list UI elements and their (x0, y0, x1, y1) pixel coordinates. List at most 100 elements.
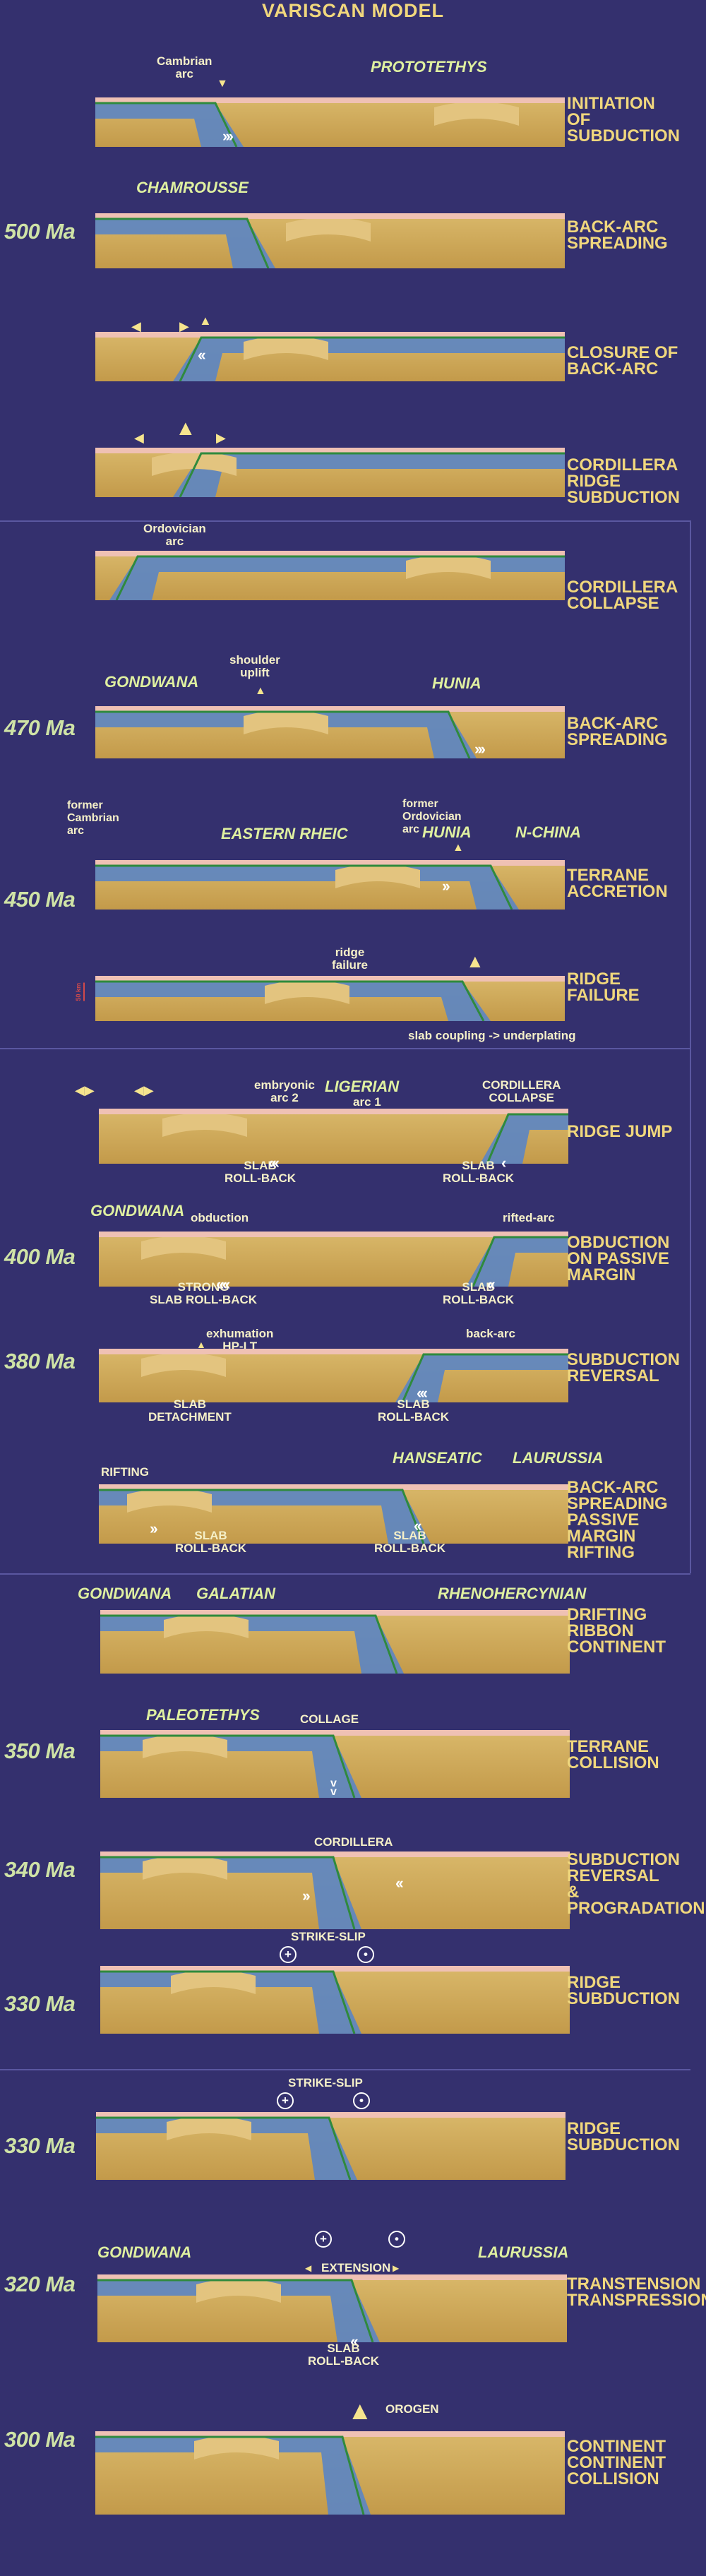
label-orogen: OROGEN (385, 2402, 439, 2416)
stage-label: OBDUCTION ON PASSIVE MARGIN (567, 1233, 670, 1284)
crust-layer (100, 1966, 570, 1972)
label-chamrousse: CHAMROUSSE (136, 179, 249, 196)
label-embryonic-arc-2: embryonic arc 2 (254, 1078, 315, 1104)
strike-slip-out-icon: • (388, 2231, 405, 2248)
chevrons-right-icon: ›› (150, 1520, 158, 1537)
diagram-title: VARISCAN MODEL (261, 0, 444, 21)
age-label: 340 Ma (4, 1857, 76, 1882)
label-slab-roll-back: SLAB ROLL-BACK (443, 1280, 515, 1306)
subducting-slab (395, 1354, 568, 1402)
arrow-up-icon: ▲ (175, 417, 196, 440)
age-label: 470 Ma (4, 715, 76, 740)
spreading-ridge (162, 1113, 247, 1137)
era-divider (0, 520, 690, 522)
spreading-ridge (335, 864, 420, 888)
chevrons-right-icon: ››› (474, 740, 486, 758)
panel-drifting-ribbon-continent: GONDWANA GALATIAN RHENOHERCYNIAN DRIFTIN… (0, 1575, 706, 1702)
arrow-left-icon: ◀ (305, 2263, 312, 2273)
arrow-double-icon: ◀▶ (134, 1083, 154, 1097)
chevrons-down-left-icon: ‹‹ (395, 1874, 404, 1892)
label-former-cambrian-arc: former Cambrian arc (67, 799, 119, 837)
label-hunia: HUNIA (432, 674, 481, 692)
plate-boundary-line (179, 336, 565, 381)
chevrons-right-icon: ››› (222, 127, 234, 145)
subducting-slab (173, 453, 565, 497)
label-slab-roll-back: SLAB ROLL-BACK (378, 1397, 450, 1424)
panel-back-arc-spreading: 500 Ma CHAMROUSSE BACK-ARC SPREADING (0, 162, 706, 304)
stage-label: RIDGE FAILURE (567, 970, 640, 1005)
age-label: 500 Ma (4, 219, 76, 244)
era-divider (0, 2069, 690, 2070)
crust-layer (95, 706, 565, 712)
arrow-up-icon: ▲ (255, 685, 266, 697)
cross-section (95, 706, 565, 758)
era-divider (0, 1048, 690, 1049)
cross-section (95, 213, 565, 268)
arrow-right-icon: ▶ (393, 2263, 400, 2273)
subducting-slab (95, 982, 491, 1021)
cross-section (95, 551, 565, 600)
plate-boundary-line (95, 2435, 365, 2515)
strike-slip-into-icon: + (277, 2092, 294, 2109)
label-prototethys: PROTOTETHYS (371, 58, 487, 76)
label-strike-slip: STRIKE-SLIP (291, 1930, 366, 1943)
spreading-ridge (167, 2116, 251, 2140)
stage-label: TERRANE ACCRETION (567, 866, 668, 901)
label-slab-coupling: slab coupling -> underplating (408, 1029, 576, 1042)
spreading-ridge (143, 1856, 227, 1880)
cross-section (99, 1484, 568, 1544)
panel-cordillera-collapse: Ordovician arc ◀ ▶ CORDILLERA COLLAPSE (0, 523, 706, 636)
cross-section (99, 1232, 568, 1287)
label-rhenohercynian: RHENOHERCYNIAN (438, 1585, 587, 1602)
label-slab-roll-back: SLAB ROLL-BACK (443, 1159, 515, 1185)
label-cambrian-arc: Cambrian arc (157, 54, 213, 80)
plate-boundary-line (472, 1236, 568, 1287)
label-slab-roll-back: SLAB ROLL-BACK (374, 1529, 446, 1555)
label-slab-detachment: SLAB DETACHMENT (148, 1397, 232, 1424)
chevrons-left-icon: ‹‹ (198, 346, 206, 364)
cross-section-svg (95, 2431, 565, 2515)
spreading-ridge (171, 1970, 256, 1994)
label-laurussia: LAURUSSIA (513, 1449, 604, 1467)
stage-label: CORDILLERA COLLAPSE (567, 578, 678, 613)
label-collage: COLLAGE (300, 1712, 359, 1726)
label-ordovician-arc: Ordovician arc (143, 522, 206, 548)
subducting-slab (96, 2118, 357, 2180)
subducting-slab (100, 1972, 361, 2034)
stage-label: SUBDUCTION REVERSAL & PROGRADATION (567, 1850, 705, 1918)
crust-layer (95, 97, 565, 103)
panel-continent-continent-collision: 300 Ma OROGEN ▲ CONTINENT CONTINENT COLL… (0, 2369, 706, 2576)
panel-ridge-failure: ridge failure ▲ 50 km slab coupling -> u… (0, 932, 706, 1048)
era-border (690, 1048, 691, 1573)
spreading-ridge (164, 1614, 249, 1638)
stage-label: INITIATION OF SUBDUCTION (567, 94, 680, 145)
plate-boundary-line (100, 1734, 356, 1798)
chevrons-left-icon: ‹‹‹ (268, 1154, 280, 1171)
chevrons-down-right-icon: ›› (302, 1887, 311, 1904)
cross-section-svg (95, 860, 565, 910)
spreading-ridge (406, 555, 491, 579)
cross-section-svg (97, 2274, 567, 2342)
plate-boundary-line (115, 555, 565, 600)
plate-boundary-line (95, 217, 270, 268)
label-cordillera-collapse: CORDILLERA COLLAPSE (482, 1078, 561, 1104)
spreading-ridge (152, 452, 237, 476)
cross-section-svg (100, 1966, 570, 2034)
arrow-left-icon: ◀ (134, 431, 144, 445)
label-laurussia: LAURUSSIA (478, 2243, 569, 2261)
cross-section-svg (100, 1730, 570, 1798)
arrow-up-icon: ▲ (196, 1339, 206, 1350)
label-hunia: HUNIA (422, 823, 472, 841)
label-rifted-arc: rifted-arc (503, 1211, 555, 1224)
plate-boundary-line (100, 1614, 398, 1674)
age-label: 400 Ma (4, 1244, 76, 1269)
age-label: 300 Ma (4, 2427, 76, 2452)
cross-section-svg (100, 1852, 570, 1929)
cross-section (100, 1852, 570, 1929)
label-ligerian: LIGERIAN (325, 1078, 400, 1095)
label-n-china: N-CHINA (515, 823, 581, 841)
stage-label: BACK-ARC SPREADING (567, 714, 668, 749)
chevrons-right-icon: ›› (442, 877, 450, 895)
subducting-slab (466, 1237, 568, 1287)
